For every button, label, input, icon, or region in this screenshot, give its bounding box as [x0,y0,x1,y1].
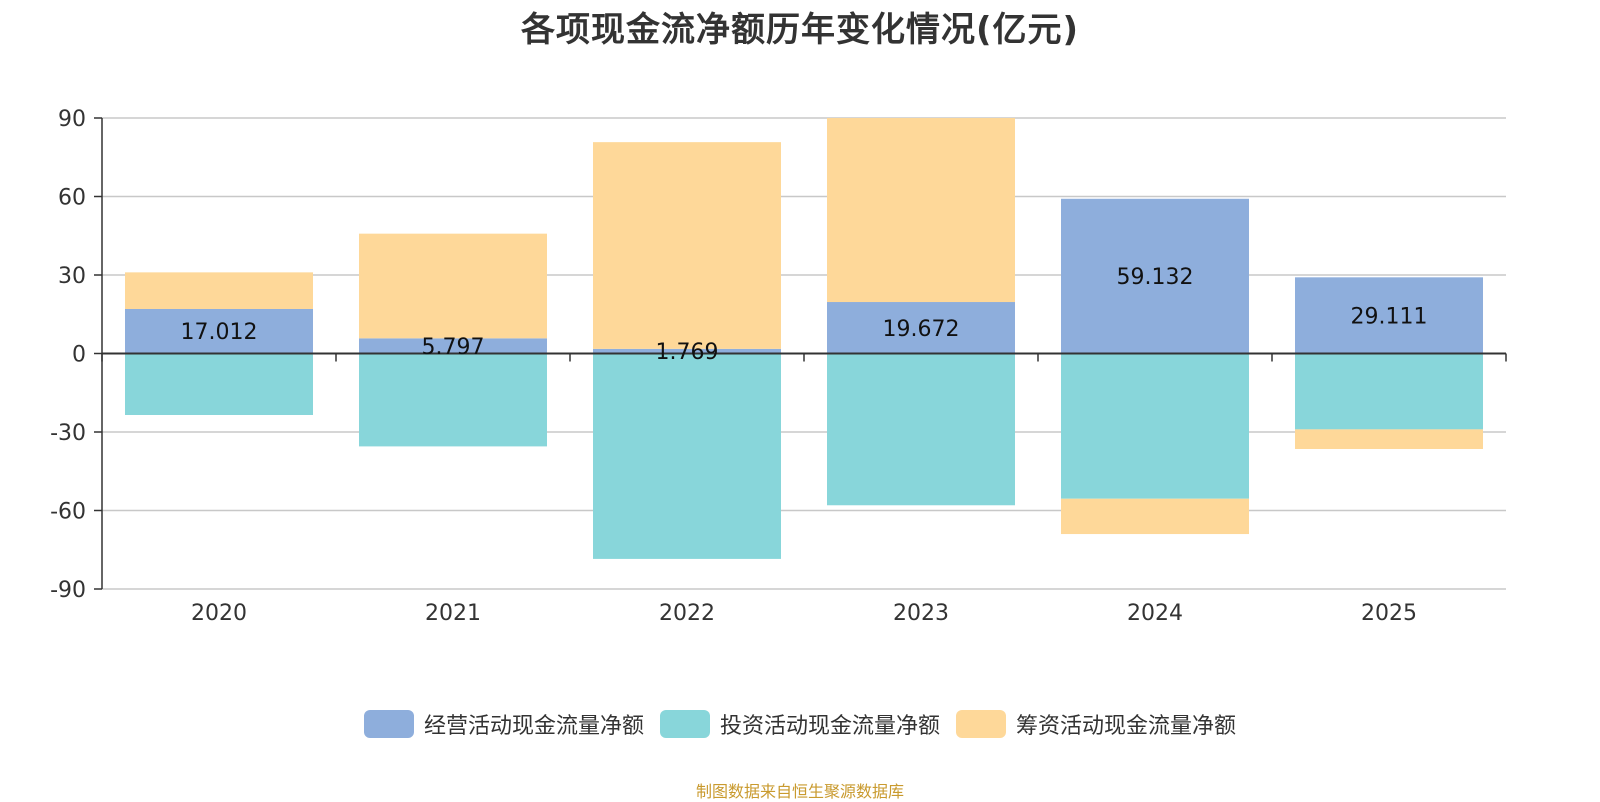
bar-series2-2023 [827,118,1015,303]
bar-series1-2022 [593,353,781,559]
bar-series1-2021 [359,353,547,447]
bar-series2-2024 [1061,498,1249,535]
legend-swatch-operating [363,710,414,738]
bar-series2-2025 [1295,429,1483,450]
x-tick-label-2023: 2023 [893,601,949,626]
legend-swatch-financing [956,710,1006,738]
data-label-2025: 29.111 [1351,304,1428,329]
bar-series0-2022 [593,348,781,354]
x-tick-label-2022: 2022 [659,601,715,626]
y-tick-label--60: -60 [50,500,86,525]
x-tick-label-2020: 2020 [191,601,247,626]
bar-series1-2025 [1295,353,1483,430]
legend-label-operating: 经营活动现金流量净额 [423,714,644,739]
data-label-2021: 5.797 [422,335,485,360]
bar-series1-2024 [1061,353,1249,499]
y-tick-label-30: 30 [58,264,86,289]
data-label-2024: 59.132 [1117,265,1194,290]
y-tick-label-90: 90 [58,107,86,132]
legend-swatch-investing [659,710,710,738]
y-tick-label--30: -30 [50,421,86,446]
x-tick-label-2024: 2024 [1127,601,1183,626]
bar-series0-2024 [1061,198,1249,354]
bar-series0-2021 [359,338,547,354]
chart-legend: 经营活动现金流量净额 投资活动现金流量净额 筹资活动现金流量净额 [0,708,1600,740]
bar-series0-2025 [1295,277,1483,354]
bar-series1-2020 [125,353,313,415]
y-tick-label-0: 0 [72,343,86,368]
data-label-2023: 19.672 [883,317,960,342]
bar-series2-2022 [593,142,781,349]
legend-item-financing[interactable]: 筹资活动现金流量净额 [956,708,1236,740]
bar-series2-2020 [125,272,313,309]
data-label-2020: 17.012 [181,320,258,345]
legend-item-investing[interactable]: 投资活动现金流量净额 [659,708,940,740]
legend-item-operating[interactable]: 经营活动现金流量净额 [363,708,644,740]
bar-series1-2023 [827,353,1015,506]
data-label-2022: 1.769 [656,340,719,365]
legend-label-investing: 投资活动现金流量净额 [719,714,940,739]
bar-series2-2021 [359,233,547,339]
bar-series0-2023 [827,302,1015,354]
legend-label-financing: 筹资活动现金流量净额 [1016,714,1237,739]
source-note: 制图数据来自恒生聚源数据库 [695,782,904,801]
y-tick-label--90: -90 [50,578,86,603]
chart-title: 各项现金流净额历年变化情况(亿元) [520,10,1080,50]
y-tick-label-60: 60 [58,186,86,211]
bar-series0-2020 [125,308,313,354]
x-tick-label-2021: 2021 [425,601,481,626]
x-tick-label-2025: 2025 [1361,601,1417,626]
